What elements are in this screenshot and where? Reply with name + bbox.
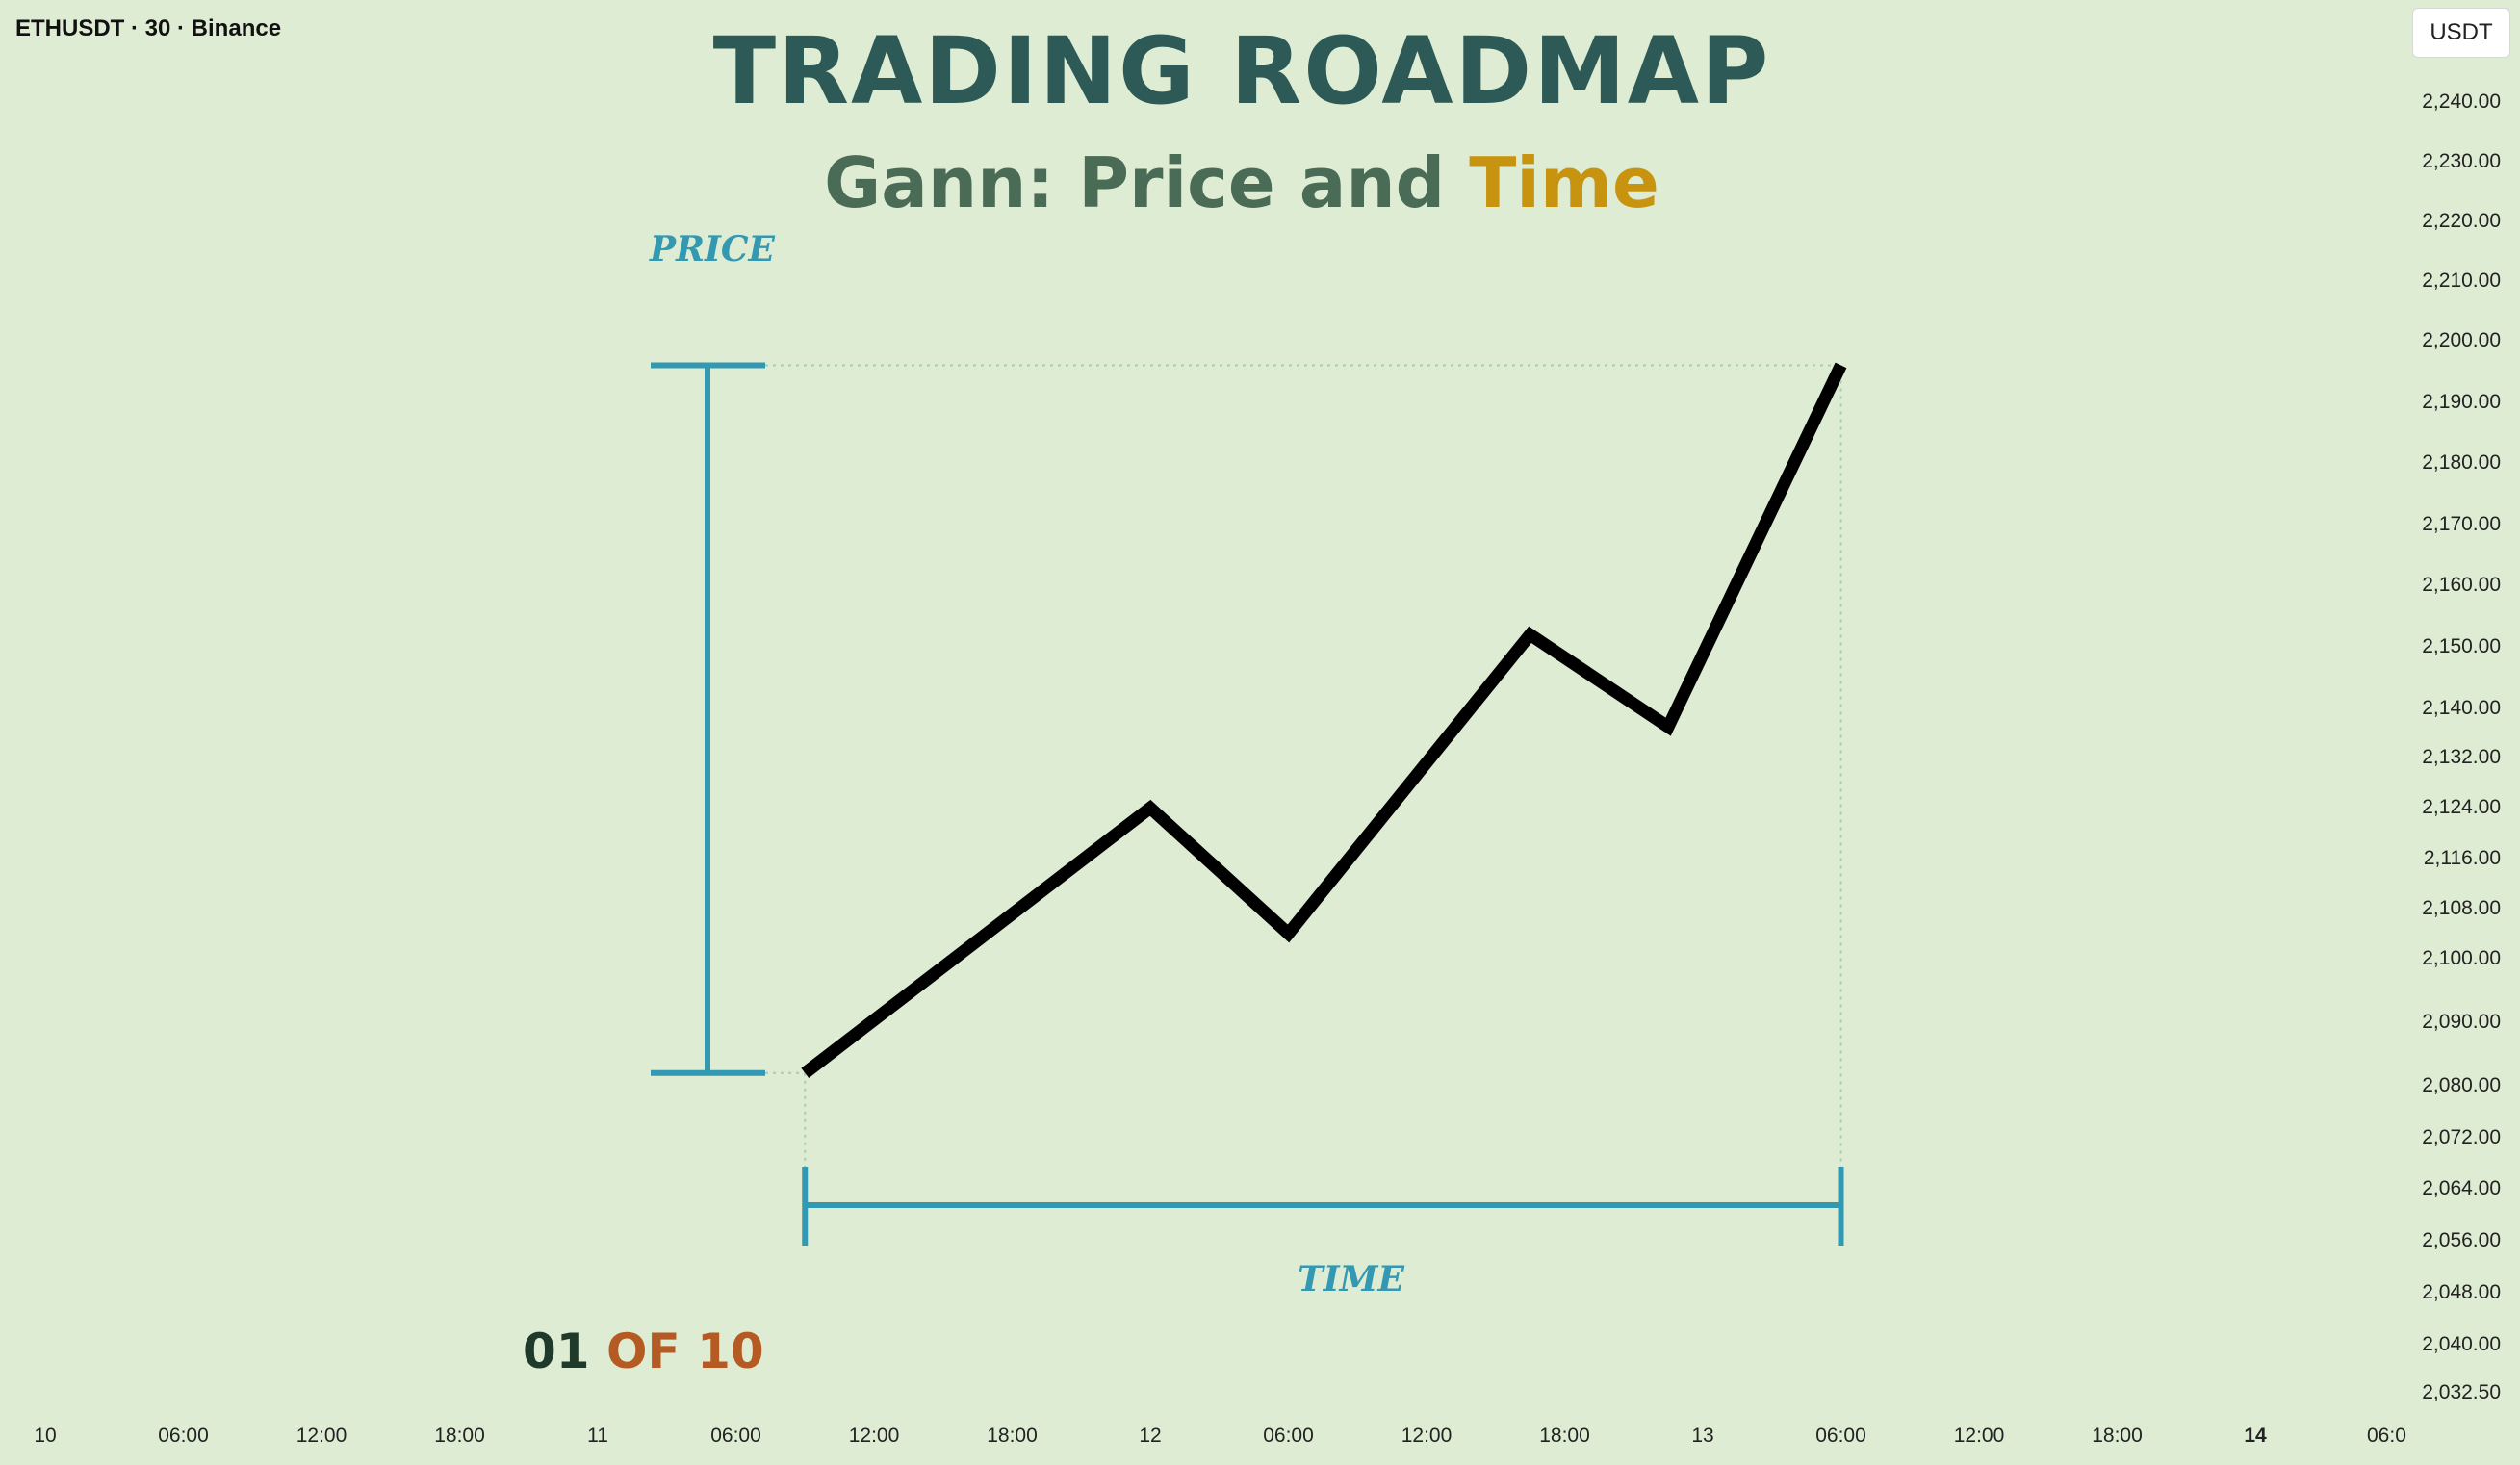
price-tick-17: 2,080.00 xyxy=(2422,1074,2501,1096)
time-tick-9: 06:00 xyxy=(1263,1425,1314,1447)
price-tick-20: 2,056.00 xyxy=(2422,1229,2501,1252)
price-tick-10: 2,140.00 xyxy=(2422,697,2501,719)
time-tick-14: 12:00 xyxy=(1953,1425,2005,1447)
price-tick-12: 2,124.00 xyxy=(2422,796,2501,819)
price-tick-5: 2,190.00 xyxy=(2422,390,2501,413)
price-tick-23: 2,032.50 xyxy=(2422,1381,2501,1403)
time-tick-3: 18:00 xyxy=(434,1425,485,1447)
price-label: PRICE xyxy=(650,229,775,270)
time-tick-5: 06:00 xyxy=(710,1425,761,1447)
price-tick-6: 2,180.00 xyxy=(2422,451,2501,475)
time-tick-4: 11 xyxy=(587,1425,608,1447)
price-tick-15: 2,100.00 xyxy=(2422,947,2501,969)
chart-subtitle: Gann: Price and Time xyxy=(0,142,2483,223)
page-of: OF 10 xyxy=(606,1324,764,1379)
price-tick-0: 2,240.00 xyxy=(2422,90,2501,113)
time-tick-17: 06:0 xyxy=(2367,1425,2406,1447)
time-tick-0: 10 xyxy=(34,1425,57,1447)
price-tick-13: 2,116.00 xyxy=(2423,846,2501,869)
time-tick-16: 14 xyxy=(2244,1425,2267,1447)
subtitle-prefix: Gann: Price and xyxy=(824,142,1470,223)
page-current: 01 xyxy=(523,1324,590,1379)
price-tick-21: 2,048.00 xyxy=(2422,1280,2501,1303)
price-tick-3: 2,210.00 xyxy=(2422,270,2501,292)
time-tick-2: 12:00 xyxy=(296,1425,347,1447)
time-tick-10: 12:00 xyxy=(1401,1425,1453,1447)
price-tick-9: 2,150.00 xyxy=(2422,635,2501,657)
time-tick-15: 18:00 xyxy=(2092,1425,2143,1447)
time-tick-12: 13 xyxy=(1691,1425,1714,1447)
price-tick-8: 2,160.00 xyxy=(2422,574,2501,597)
chart-area[interactable] xyxy=(0,0,2402,1396)
time-tick-8: 12 xyxy=(1139,1425,1162,1447)
time-tick-11: 18:00 xyxy=(1539,1425,1590,1447)
time-tick-6: 12:00 xyxy=(848,1425,900,1447)
chart-title: TRADING ROADMAP xyxy=(712,17,1771,125)
currency-button[interactable]: USDT xyxy=(2412,8,2510,58)
price-tick-4: 2,200.00 xyxy=(2422,329,2501,351)
price-tick-2: 2,220.00 xyxy=(2422,210,2501,232)
price-tick-11: 2,132.00 xyxy=(2422,746,2501,768)
time-tick-13: 06:00 xyxy=(1815,1425,1866,1447)
symbol-label[interactable]: ETHUSDT · 30 · Binance xyxy=(15,15,282,41)
subtitle-accent: Time xyxy=(1469,142,1659,223)
time-axis[interactable]: 10 06:00 12:00 18:00 11 06:00 12:00 18:00 12 06:0… xyxy=(0,1396,2406,1465)
time-tick-1: 06:00 xyxy=(158,1425,209,1447)
price-tick-7: 2,170.00 xyxy=(2422,512,2501,535)
price-tick-22: 2,040.00 xyxy=(2422,1332,2501,1355)
price-tick-14: 2,108.00 xyxy=(2422,896,2501,919)
time-tick-7: 18:00 xyxy=(987,1425,1038,1447)
price-tick-18: 2,072.00 xyxy=(2422,1125,2501,1148)
price-tick-19: 2,064.00 xyxy=(2422,1177,2501,1200)
page-indicator: 01 OF 10 xyxy=(523,1324,764,1379)
price-tick-1: 2,230.00 xyxy=(2422,150,2501,172)
chart-svg xyxy=(651,362,1847,1246)
price-scale[interactable]: USDT 2,240.00 2,230.00 2,220.00 2,210.00 2,2… xyxy=(2402,0,2520,1403)
price-path-line xyxy=(801,362,1847,1078)
price-tick-16: 2,090.00 xyxy=(2422,1011,2501,1033)
time-label: TIME xyxy=(1298,1259,1404,1299)
